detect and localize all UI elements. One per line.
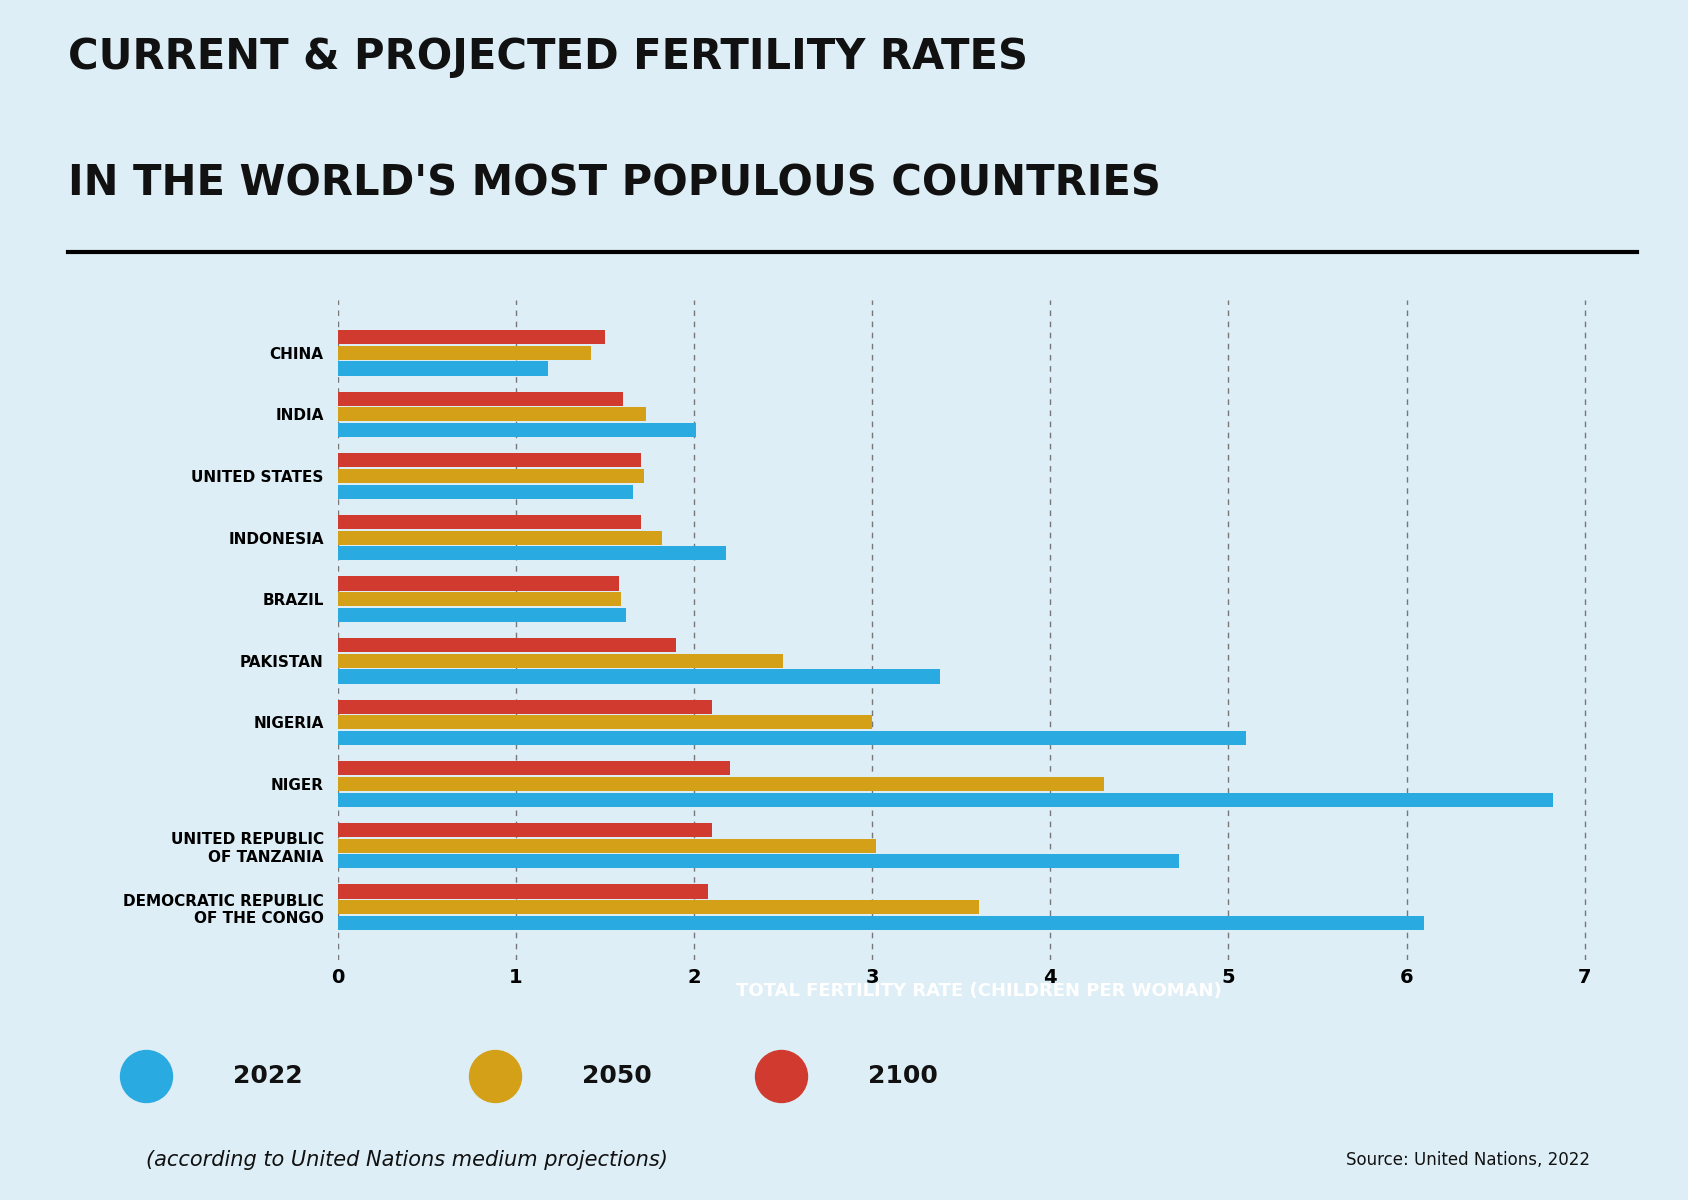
Bar — [338, 592, 621, 606]
Text: (according to United Nations medium projections): (according to United Nations medium proj… — [145, 1150, 668, 1170]
Bar — [338, 715, 873, 730]
Bar — [338, 670, 940, 684]
Text: TOTAL FERTILITY RATE (CHILDREN PER WOMAN): TOTAL FERTILITY RATE (CHILDREN PER WOMAN… — [736, 982, 1222, 1001]
Bar — [338, 854, 1178, 869]
Bar — [338, 884, 709, 899]
Bar — [338, 776, 1104, 791]
Bar — [338, 839, 876, 853]
Bar — [338, 916, 1425, 930]
Bar — [338, 900, 979, 914]
Bar — [338, 700, 712, 714]
Bar — [338, 546, 726, 560]
Bar — [338, 391, 623, 406]
Bar — [338, 576, 619, 590]
Bar — [338, 793, 1553, 806]
Bar — [338, 330, 604, 344]
Text: CURRENT & PROJECTED FERTILITY RATES: CURRENT & PROJECTED FERTILITY RATES — [68, 36, 1028, 78]
Bar — [338, 761, 729, 775]
Text: 2022: 2022 — [233, 1063, 302, 1087]
Point — [132, 1066, 159, 1085]
Text: 2050: 2050 — [582, 1063, 652, 1087]
Bar — [338, 469, 645, 484]
Bar — [338, 823, 712, 836]
Bar — [338, 731, 1246, 745]
Bar — [338, 407, 647, 421]
Bar — [338, 654, 783, 668]
Text: 2100: 2100 — [868, 1063, 937, 1087]
Bar — [338, 361, 549, 376]
Bar — [338, 515, 640, 529]
Bar — [338, 346, 591, 360]
Bar — [338, 530, 662, 545]
Bar — [338, 638, 677, 652]
Bar — [338, 454, 640, 467]
Bar — [338, 424, 695, 437]
Text: IN THE WORLD'S MOST POPULOUS COUNTRIES: IN THE WORLD'S MOST POPULOUS COUNTRIES — [68, 162, 1160, 204]
Point — [481, 1066, 508, 1085]
Text: Source: United Nations, 2022: Source: United Nations, 2022 — [1345, 1151, 1590, 1169]
Bar — [338, 608, 626, 622]
Bar — [338, 485, 633, 499]
Point — [766, 1066, 793, 1085]
